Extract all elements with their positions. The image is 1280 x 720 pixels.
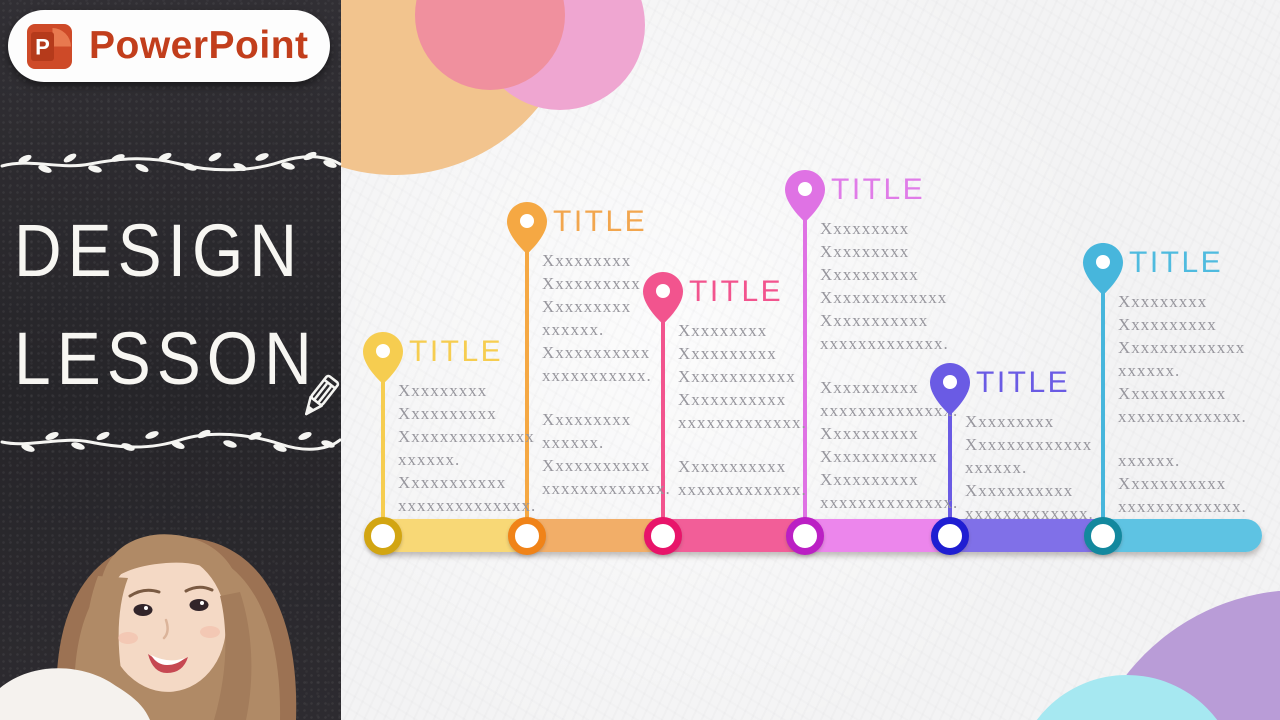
placeholder-line: Xxxxxxxxxxx bbox=[1118, 384, 1227, 403]
timeline-connector bbox=[661, 312, 665, 522]
placeholder-line: Xxxxxxxxxxx bbox=[965, 481, 1074, 500]
panel-title-line1: DESIGN bbox=[14, 208, 304, 292]
placeholder-line: Xxxxxxxxx bbox=[678, 321, 768, 340]
timeline-connector bbox=[1101, 283, 1105, 522]
panel-title: DESIGN LESSON bbox=[14, 196, 334, 412]
timeline-item-title[interactable]: TITLE bbox=[831, 173, 926, 206]
placeholder-line: Xxxxxxxxx bbox=[398, 381, 488, 400]
placeholder-line: Xxxxxxxxx bbox=[820, 242, 910, 261]
timeline-node[interactable] bbox=[931, 517, 969, 555]
placeholder-line: xxxxxx. bbox=[542, 433, 605, 452]
placeholder-line: xxxxxx. bbox=[1118, 361, 1181, 380]
placeholder-line: Xxxxxxxxxx bbox=[820, 470, 919, 489]
location-pin-icon[interactable] bbox=[1083, 243, 1123, 295]
placeholder-line: xxxxxxxxxxxxxx. bbox=[820, 493, 959, 512]
placeholder-line: Xxxxxxxxx bbox=[820, 219, 910, 238]
location-pin-icon[interactable] bbox=[930, 363, 970, 415]
powerpoint-logo-letter: P bbox=[35, 35, 50, 60]
placeholder-line: Xxxxxxxxxx bbox=[678, 344, 777, 363]
powerpoint-label: PowerPoint bbox=[89, 24, 309, 67]
placeholder-line: xxxxxx. bbox=[542, 320, 605, 339]
timeline-node[interactable] bbox=[1084, 517, 1122, 555]
placeholder-line: xxxxxxxxxxxxx. bbox=[542, 479, 671, 498]
location-pin-icon[interactable] bbox=[785, 170, 825, 222]
placeholder-line: Xxxxxxxxxx bbox=[542, 274, 641, 293]
timeline-item-text: Xxxxxxxxx Xxxxxxxxxx Xxxxxxxxxxxxxx xxxxxx.… bbox=[398, 379, 536, 517]
timeline-item-text: Xxxxxxxxx Xxxxxxxxxx Xxxxxxxxxxxx Xxxxxxxxx… bbox=[678, 319, 807, 501]
placeholder-line: xxxxxxxxxxxxx. bbox=[1118, 497, 1247, 516]
placeholder-line: Xxxxxxxxxxx bbox=[1118, 474, 1227, 493]
location-pin-icon[interactable] bbox=[507, 202, 547, 254]
placeholder-line: xxxxxxxxxxxxx. bbox=[1118, 407, 1247, 426]
timeline-connector bbox=[525, 242, 529, 522]
pencil-icon bbox=[305, 374, 340, 416]
placeholder-line: xxxxxxxxxxxxx. bbox=[678, 480, 807, 499]
placeholder-line: Xxxxxxxxxxxxxx bbox=[398, 427, 535, 446]
powerpoint-logo-icon: P bbox=[27, 24, 72, 69]
placeholder-line: xxxxxxxxxxxxxx. bbox=[820, 401, 959, 420]
placeholder-line: Xxxxxxxxxx bbox=[820, 265, 919, 284]
timeline-item-text: Xxxxxxxxx Xxxxxxxxxxxxx xxxxxx. Xxxxxxxxxxx… bbox=[965, 410, 1094, 525]
placeholder-line: Xxxxxxxxxx bbox=[398, 404, 497, 423]
placeholder-line: Xxxxxxxxxxxx bbox=[678, 367, 796, 386]
location-pin-icon[interactable] bbox=[363, 332, 403, 384]
placeholder-line: xxxxxxxxxxxxx. bbox=[820, 334, 949, 353]
placeholder-line: Xxxxxxxxx bbox=[542, 251, 632, 270]
timeline-item-title[interactable]: TITLE bbox=[689, 275, 784, 308]
timeline-item-title[interactable]: TITLE bbox=[976, 366, 1071, 399]
vine-divider-top-icon bbox=[0, 151, 342, 173]
paragraph-gap bbox=[542, 387, 671, 408]
paragraph-gap bbox=[678, 434, 807, 455]
timeline-connector bbox=[381, 372, 385, 522]
paragraph-gap bbox=[1118, 428, 1247, 449]
timeline-item-text: Xxxxxxxxx Xxxxxxxxxx Xxxxxxxxx xxxxxx. Xxxxx… bbox=[542, 249, 671, 500]
timeline-item-text: Xxxxxxxxx Xxxxxxxxx Xxxxxxxxxx Xxxxxxxxxxxx… bbox=[820, 217, 958, 514]
placeholder-line: Xxxxxxxxxxxxx bbox=[965, 435, 1093, 454]
slide-area: TITLE Xxxxxxxxx Xxxxxxxxxx Xxxxxxxxxxxxxx x… bbox=[341, 0, 1280, 720]
placeholder-line: Xxxxxxxxxxx bbox=[398, 473, 507, 492]
presenter-photo bbox=[0, 534, 297, 720]
placeholder-line: Xxxxxxxxxxxxx bbox=[820, 288, 948, 307]
timeline-item-title[interactable]: TITLE bbox=[553, 205, 648, 238]
placeholder-line: Xxxxxxxxxxxx bbox=[820, 447, 938, 466]
placeholder-line: Xxxxxxxxxxx bbox=[542, 343, 651, 362]
placeholder-line: xxxxxxxxxxx. bbox=[542, 366, 652, 385]
timeline-connector bbox=[948, 403, 952, 522]
timeline-node[interactable] bbox=[644, 517, 682, 555]
placeholder-line: xxxxxx. bbox=[398, 450, 461, 469]
placeholder-line: Xxxxxxxxx bbox=[965, 412, 1055, 431]
placeholder-line: Xxxxxxxxxx bbox=[820, 424, 919, 443]
timeline-node[interactable] bbox=[364, 517, 402, 555]
placeholder-line: Xxxxxxxxxx bbox=[1118, 315, 1217, 334]
placeholder-line: xxxxxxxxxxxxx. bbox=[965, 504, 1094, 523]
placeholder-line: xxxxxxxxxxxxxx. bbox=[398, 496, 537, 515]
placeholder-line: Xxxxxxxxxxx bbox=[678, 457, 787, 476]
timeline-item-title[interactable]: TITLE bbox=[1129, 246, 1224, 279]
timeline-connector bbox=[803, 210, 807, 522]
placeholder-line: Xxxxxxxxxxx bbox=[542, 456, 651, 475]
placeholder-line: Xxxxxxxxxxx bbox=[820, 311, 929, 330]
timeline-node[interactable] bbox=[786, 517, 824, 555]
vine-divider-bottom-icon bbox=[0, 429, 342, 452]
placeholder-line: xxxxxx. bbox=[1118, 451, 1181, 470]
location-pin-icon[interactable] bbox=[643, 272, 683, 324]
placeholder-line: Xxxxxxxxxx bbox=[820, 378, 919, 397]
timeline-node[interactable] bbox=[508, 517, 546, 555]
placeholder-line: Xxxxxxxxx bbox=[542, 410, 632, 429]
timeline-item-title[interactable]: TITLE bbox=[409, 335, 504, 368]
placeholder-line: xxxxxx. bbox=[965, 458, 1028, 477]
branding-panel: P PowerPoint bbox=[0, 0, 342, 720]
placeholder-line: Xxxxxxxxxxx bbox=[678, 390, 787, 409]
timeline-item-text: Xxxxxxxxx Xxxxxxxxxx Xxxxxxxxxxxxx xxxxxx. X… bbox=[1118, 290, 1247, 518]
placeholder-line: Xxxxxxxxx bbox=[1118, 292, 1208, 311]
placeholder-line: Xxxxxxxxx bbox=[542, 297, 632, 316]
panel-title-line2: LESSON bbox=[14, 316, 318, 400]
powerpoint-badge: P PowerPoint bbox=[8, 10, 330, 82]
placeholder-line: Xxxxxxxxxxxxx bbox=[1118, 338, 1246, 357]
placeholder-line: xxxxxxxxxxxxx. bbox=[678, 413, 807, 432]
